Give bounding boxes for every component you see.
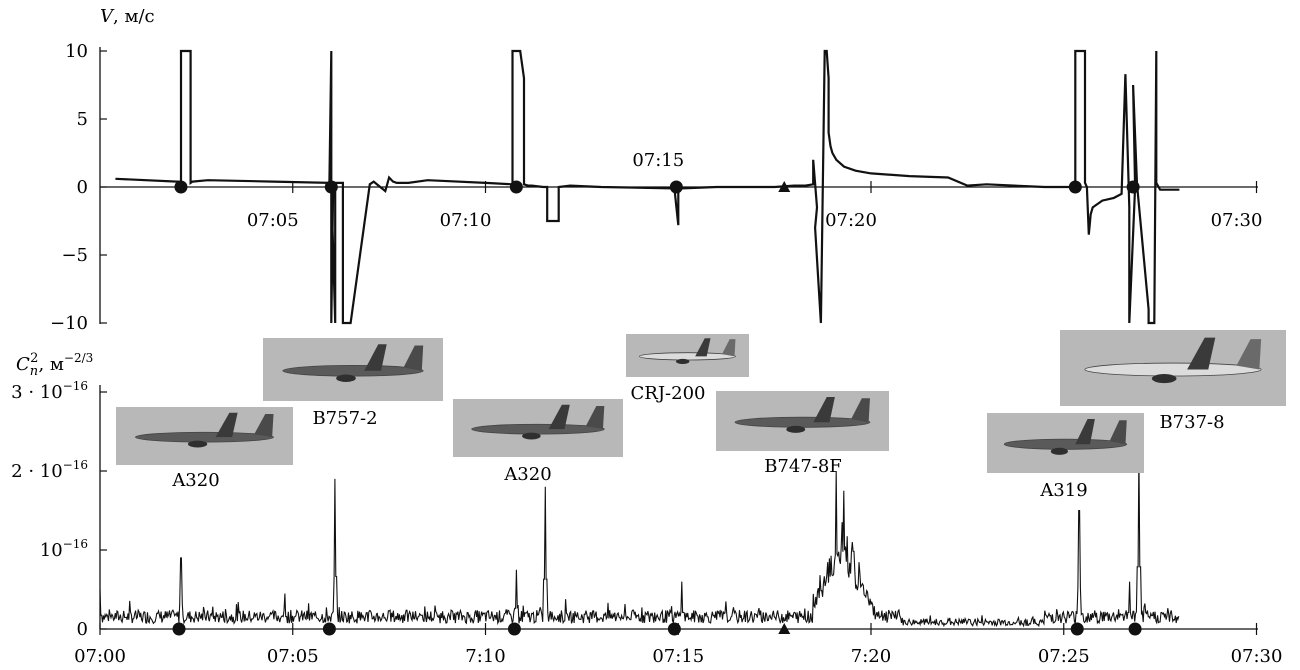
triangle-marker [778, 623, 791, 634]
speed-axis-unit: , м/с [113, 6, 155, 27]
plane-fuselage [135, 431, 274, 443]
aircraft-photo: A320 [116, 407, 293, 491]
aircraft-pass-marker [509, 180, 523, 194]
cn2-axis-unit: , м [38, 354, 63, 375]
speed-chart: V, м/с 10 5 0 −5 −10 07:05 07:10 07:15 07:20 07:3… [50, 6, 1262, 334]
plane-fuselage [471, 423, 605, 435]
plane-wing [215, 412, 238, 438]
plane-wing [813, 397, 835, 423]
aircraft-label: CRJ-200 [631, 383, 706, 404]
speed-x-tick-label: 07:15 [632, 150, 684, 171]
aircraft-photo: A320 [453, 399, 623, 485]
plane-engine [1151, 374, 1177, 384]
plane-fuselage [282, 365, 424, 377]
aircraft-pass-marker [1068, 180, 1082, 194]
aircraft-photo: B747-8F [716, 391, 889, 477]
plane-wing [548, 404, 570, 430]
aircraft-photo: B737-8 [1060, 330, 1286, 433]
speed-x-tick-label: 07:20 [825, 210, 877, 231]
plane-tail [254, 413, 274, 438]
aircraft-photo: B757-2 [263, 338, 443, 429]
cn2-x-tick-label: 7:20 [851, 646, 891, 667]
aircraft-photo: A319 [987, 413, 1144, 501]
aircraft-pass-marker [174, 180, 188, 194]
speed-y-tick-label: 10 [65, 41, 88, 62]
aircraft-pass-marker [172, 622, 186, 636]
aircraft-pass-marker [667, 622, 681, 636]
cn2-y-tick-label: 3 · 10−16 [11, 379, 88, 403]
plane-engine [675, 358, 690, 365]
plane-tail [722, 339, 736, 357]
aircraft-pass-marker [1126, 180, 1140, 194]
aircraft-pass-marker [322, 622, 336, 636]
speed-axis-title: V, м/с [100, 6, 155, 27]
plane-engine [336, 374, 356, 383]
cn2-axis-symbol: C [16, 354, 30, 375]
aircraft-photos: A320 B757-2 A320 CRJ-200 B747-8F A319 B737-8 [116, 330, 1286, 501]
speed-y-tick-label: −10 [50, 313, 88, 334]
cn2-x-tick-label: 07:00 [74, 646, 126, 667]
aircraft-pass-marker [1128, 622, 1142, 636]
aircraft-pass-marker [507, 622, 521, 636]
plane-fuselage [734, 416, 871, 428]
cn2-x-tick-label: 07:30 [1231, 646, 1283, 667]
plane-tail [851, 398, 870, 423]
cn2-y-tick-label: 0 [77, 619, 88, 640]
plane-engine [786, 425, 806, 433]
plane-engine [187, 440, 208, 448]
plane-fuselage [1084, 362, 1262, 377]
speed-y-tick-label: −5 [61, 245, 88, 266]
cn2-chart: Cn2, м−2/3 3 · 10−16 2 · 10−16 10−16 0 07:00… [11, 351, 1282, 667]
plane-engine [1050, 447, 1068, 455]
aircraft-label: A320 [503, 464, 551, 485]
speed-x-tick-label: 07:10 [440, 210, 492, 231]
cn2-y-tick-label: 2 · 10−16 [11, 458, 88, 482]
speed-y-tick-label: 5 [77, 109, 88, 130]
aircraft-pass-marker [324, 180, 338, 194]
triangle-marker [778, 181, 791, 192]
cn2-series-line [99, 451, 1180, 628]
cn2-x-tick-label: 07:05 [267, 646, 319, 667]
cn2-x-tick-label: 7:10 [465, 646, 505, 667]
cn2-axis-superscript: 2 [30, 351, 38, 366]
speed-series-line [115, 49, 1180, 325]
aircraft-label: A320 [171, 470, 219, 491]
speed-axis-symbol: V [100, 6, 115, 27]
cn2-y-tick-label: 10−16 [40, 537, 88, 561]
plane-tail [1109, 420, 1127, 445]
cn2-x-tick-label: 07:25 [1038, 646, 1090, 667]
speed-x-tick-label: 07:30 [1211, 210, 1263, 231]
aircraft-label: B747-8F [764, 456, 842, 477]
cn2-axis-subscript: n [30, 364, 38, 379]
aircraft-label: B757-2 [312, 408, 377, 429]
plane-tail [1236, 339, 1262, 370]
speed-x-tick-label: 07:05 [247, 210, 299, 231]
plane-tail [403, 345, 424, 371]
plane-wing [1075, 419, 1095, 445]
plane-tail [585, 405, 605, 430]
plane-fuselage [639, 352, 736, 361]
aircraft-label: B737-8 [1159, 412, 1224, 433]
aircraft-pass-marker [669, 180, 683, 194]
aircraft-photo: CRJ-200 [626, 334, 749, 404]
plane-fuselage [1003, 438, 1128, 450]
plane-engine [522, 432, 541, 440]
aircraft-pass-marker [1070, 622, 1084, 636]
cn2-x-tick-label: 07:15 [652, 646, 704, 667]
cn2-axis-unit-exp: −2/3 [64, 351, 93, 365]
plane-wing [1187, 337, 1216, 370]
plane-wing [695, 338, 711, 357]
speed-y-tick-label: 0 [77, 177, 88, 198]
cn2-axis-title: Cn2, м−2/3 [16, 351, 93, 379]
plane-wing [364, 344, 387, 371]
aircraft-label: A319 [1039, 480, 1087, 501]
